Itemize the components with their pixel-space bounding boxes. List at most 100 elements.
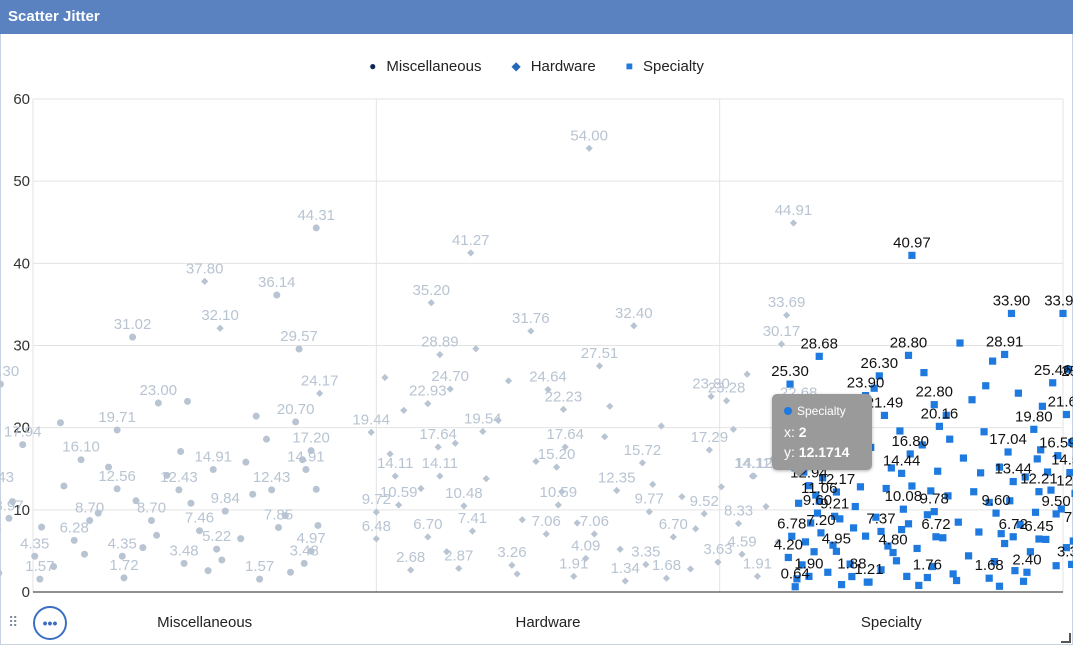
data-point [819, 474, 827, 482]
data-point [36, 575, 44, 583]
data-label: 10.48 [445, 485, 483, 502]
data-point [927, 487, 935, 495]
data-point [692, 525, 700, 533]
data-point [616, 545, 624, 553]
legend-item-specialty[interactable]: ■ Specialty [626, 56, 704, 76]
data-point [861, 532, 870, 540]
data-point [990, 557, 998, 566]
data-label: 12.35 [598, 470, 636, 487]
data-point [472, 345, 480, 353]
data-point [645, 508, 653, 516]
y-tick-label: 30 [13, 338, 30, 355]
data-point [870, 384, 878, 392]
data-point [642, 560, 650, 569]
legend-item-miscellaneous[interactable]: ● Miscellaneous [369, 56, 481, 76]
legend-label: Miscellaneous [386, 57, 482, 75]
data-label: 4.80 [878, 532, 907, 549]
data-label: 7.56 [1064, 509, 1073, 526]
drag-handle-icon[interactable]: ⠿ [8, 614, 18, 630]
data-point [1030, 425, 1038, 433]
data-label: 6.70 [659, 516, 688, 533]
data-point [221, 507, 229, 515]
data-point [882, 484, 890, 493]
data-point [1023, 568, 1031, 576]
data-point [606, 402, 614, 410]
data-point [856, 483, 865, 491]
data-point [139, 544, 147, 552]
data-point [791, 583, 799, 591]
data-point [995, 582, 1004, 590]
data-point [848, 572, 856, 581]
data-point [920, 369, 928, 377]
y-tick-label: 40 [13, 255, 30, 272]
data-point [985, 498, 993, 507]
data-label: 54.00 [570, 127, 608, 144]
data-label: 29.57 [280, 328, 318, 345]
legend-item-hardware[interactable]: ◆ Hardware [511, 56, 595, 76]
data-point [273, 291, 281, 299]
data-point [817, 529, 825, 537]
data-point [184, 397, 191, 405]
data-point [1047, 486, 1055, 494]
data-point [424, 533, 432, 541]
data-label: 20.70 [277, 401, 315, 418]
data-point [8, 498, 16, 506]
data-point [314, 521, 322, 529]
data-point [113, 426, 121, 434]
data-point [908, 251, 916, 259]
data-point [805, 482, 813, 490]
data-label: 10.08 [885, 488, 923, 505]
data-point [942, 411, 950, 419]
data-label: 9.78 [920, 491, 949, 508]
data-point [434, 443, 442, 451]
tooltip-pointer [792, 470, 806, 477]
data-label: 14.91 [287, 448, 325, 465]
data-point [201, 277, 209, 286]
resize-handle-icon[interactable] [1061, 633, 1071, 643]
data-point [1014, 389, 1022, 397]
data-label: 2.40 [1012, 551, 1041, 568]
data-point [714, 558, 722, 566]
data-label: 28.89 [421, 334, 459, 351]
data-point [1037, 446, 1045, 454]
data-label: 7.85 [264, 506, 293, 523]
data-point [582, 554, 590, 562]
tooltip-y: y: 12.1714 [784, 444, 849, 460]
data-point [1064, 365, 1072, 373]
data-point [0, 569, 3, 577]
data-point [892, 557, 901, 565]
more-options-button[interactable]: ••• [33, 606, 67, 640]
data-label: 11.06 [801, 480, 837, 497]
data-label: 3.48 [169, 542, 198, 559]
data-point [252, 412, 260, 420]
data-point [292, 418, 300, 426]
data-label: 36.14 [258, 274, 296, 291]
data-label: 8.33 [724, 503, 753, 520]
data-point [468, 527, 477, 535]
data-label: 6.28 [60, 519, 89, 536]
data-point [570, 572, 578, 580]
data-point [621, 577, 629, 585]
data-point [906, 450, 914, 458]
data-point [989, 357, 997, 365]
data-point [877, 527, 885, 536]
data-label: 14.11 [734, 455, 770, 472]
data-point [832, 547, 840, 555]
data-point [985, 574, 993, 582]
data-point [295, 345, 303, 353]
chart-legend: ● Miscellaneous ◆ Hardware ■ Specialty [0, 56, 1073, 76]
data-point [975, 528, 983, 536]
data-point [686, 565, 695, 573]
data-label: 16.59 [1039, 435, 1073, 452]
data-point [832, 488, 840, 496]
data-label: 25.30 [1061, 363, 1073, 380]
data-point [783, 311, 791, 319]
data-label: 1.76 [913, 557, 942, 574]
data-label: 7.06 [580, 513, 609, 530]
y-tick-label: 60 [13, 91, 30, 108]
data-label: 17.04 [989, 431, 1027, 448]
data-label: 31.76 [512, 310, 550, 327]
data-point [734, 519, 743, 528]
data-label: 17.64 [546, 426, 584, 443]
data-point [180, 559, 188, 567]
